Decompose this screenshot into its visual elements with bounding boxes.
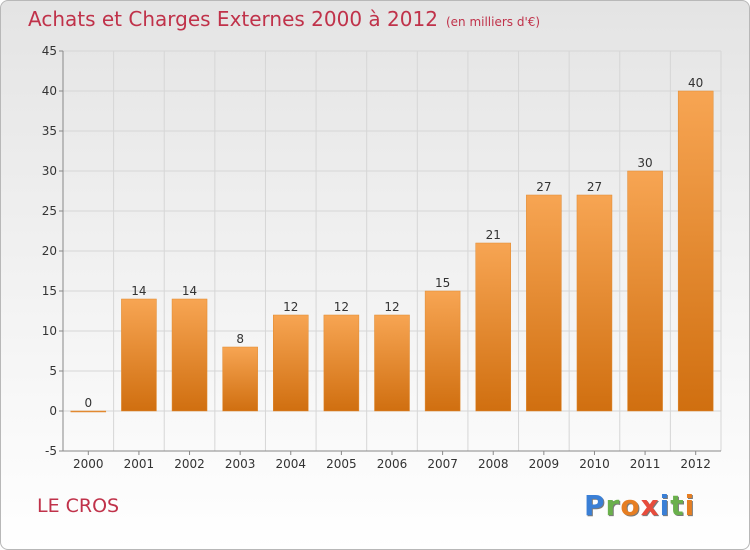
chart-subtitle: (en milliers d'€) bbox=[445, 15, 541, 29]
value-label-2004: 12 bbox=[283, 300, 298, 314]
x-tick-label-2011: 2011 bbox=[630, 457, 661, 471]
x-tick-label-2007: 2007 bbox=[427, 457, 458, 471]
logo-letter-3: x bbox=[640, 489, 660, 522]
y-tick-label: 20 bbox=[42, 244, 57, 258]
value-label-2009: 27 bbox=[536, 180, 551, 194]
logo-letter-4: i bbox=[659, 489, 671, 522]
bar-2009 bbox=[526, 194, 562, 412]
place-name: LE CROS bbox=[37, 495, 120, 517]
x-tick-label-2010: 2010 bbox=[579, 457, 610, 471]
x-tick-label-2004: 2004 bbox=[275, 457, 306, 471]
x-tick-label-2008: 2008 bbox=[478, 457, 509, 471]
logo-letter-0: P bbox=[584, 489, 606, 522]
chart-title-group: Achats et Charges Externes 2000 à 2012 (e… bbox=[28, 7, 540, 31]
value-label-2008: 21 bbox=[486, 228, 501, 242]
proxiti-logo: Proxiti bbox=[584, 489, 695, 522]
bar-2000 bbox=[70, 410, 107, 413]
value-label-2011: 30 bbox=[637, 156, 652, 170]
x-tick-label-2009: 2009 bbox=[529, 457, 560, 471]
logo-letter-6: i bbox=[684, 489, 696, 522]
bar-2007 bbox=[424, 290, 461, 412]
value-label-2006: 12 bbox=[384, 300, 399, 314]
bar-2001 bbox=[121, 298, 157, 412]
value-label-2005: 12 bbox=[334, 300, 349, 314]
bar-2008 bbox=[475, 242, 511, 412]
x-tick-label-2012: 2012 bbox=[680, 457, 711, 471]
bar-2004 bbox=[273, 314, 309, 412]
bar-2005 bbox=[323, 314, 360, 412]
y-tick-label: 45 bbox=[42, 44, 57, 58]
value-label-2001: 14 bbox=[131, 284, 146, 298]
value-label-2010: 27 bbox=[587, 180, 602, 194]
y-tick-label: 10 bbox=[42, 324, 57, 338]
x-tick-label-2001: 2001 bbox=[124, 457, 155, 471]
x-tick-label-2005: 2005 bbox=[326, 457, 357, 471]
y-tick-label: 25 bbox=[42, 204, 57, 218]
x-tick-label-2003: 2003 bbox=[225, 457, 256, 471]
value-label-2012: 40 bbox=[688, 76, 703, 90]
y-tick-label: 30 bbox=[42, 164, 57, 178]
bar-2006 bbox=[374, 314, 410, 412]
y-tick-label: 35 bbox=[42, 124, 57, 138]
bar-2010 bbox=[576, 194, 613, 412]
y-tick-label: -5 bbox=[45, 444, 57, 458]
logo-letter-1: r bbox=[605, 489, 621, 522]
logo-letter-2: o bbox=[620, 489, 641, 522]
value-label-2003: 8 bbox=[236, 332, 244, 346]
y-tick-label: 0 bbox=[49, 404, 57, 418]
bar-2011 bbox=[627, 170, 663, 412]
logo-letter-5: t bbox=[670, 489, 685, 522]
bar-2012 bbox=[677, 90, 714, 412]
value-label-2000: 0 bbox=[84, 396, 92, 410]
value-label-2002: 14 bbox=[182, 284, 197, 298]
x-tick-label-2002: 2002 bbox=[174, 457, 205, 471]
x-tick-label-2006: 2006 bbox=[377, 457, 408, 471]
y-tick-label: 40 bbox=[42, 84, 57, 98]
y-tick-label: 5 bbox=[49, 364, 57, 378]
y-tick-label: 15 bbox=[42, 284, 57, 298]
x-tick-label-2000: 2000 bbox=[73, 457, 104, 471]
bar-2002 bbox=[171, 298, 208, 412]
value-label-2007: 15 bbox=[435, 276, 450, 290]
bar-2003 bbox=[222, 346, 258, 412]
chart-title: Achats et Charges Externes 2000 à 2012 bbox=[28, 7, 438, 31]
